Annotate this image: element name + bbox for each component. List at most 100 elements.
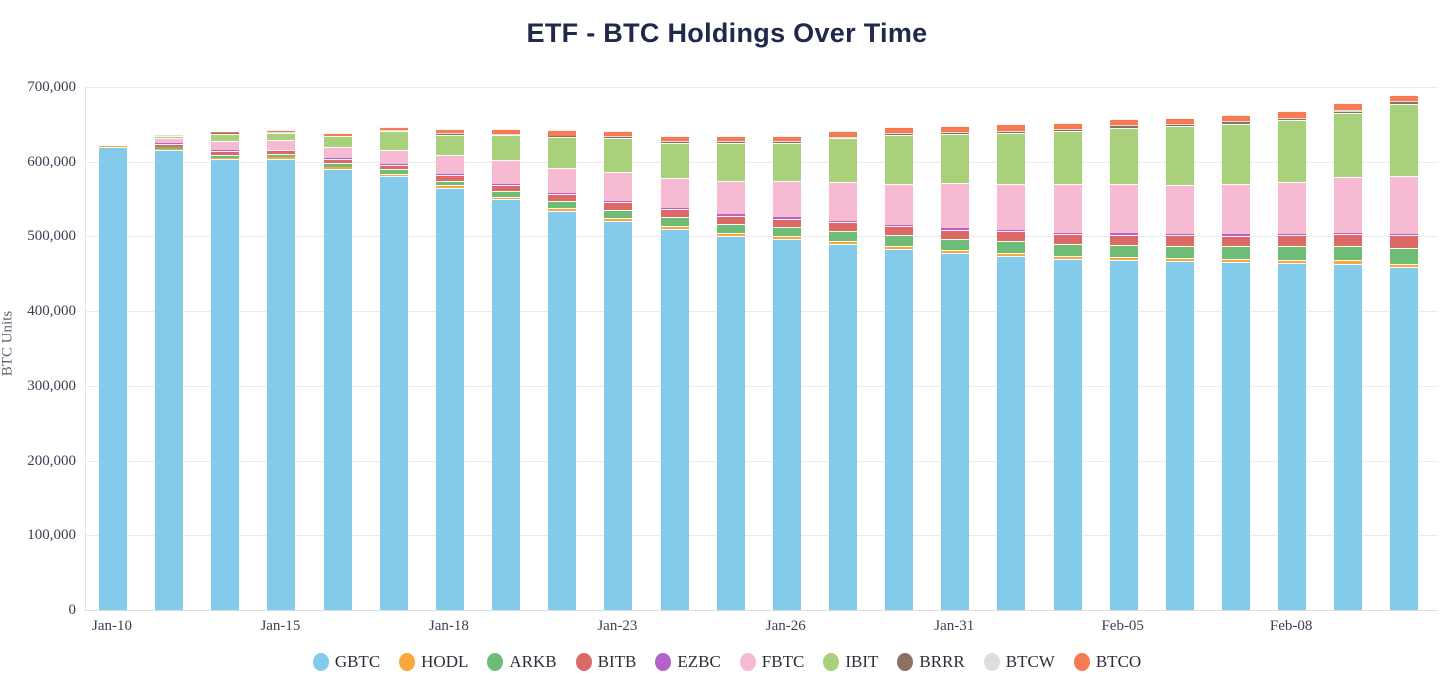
segment-GBTC[interactable] bbox=[267, 159, 296, 610]
segment-HODL[interactable] bbox=[435, 185, 464, 188]
segment-BITB[interactable] bbox=[941, 229, 970, 239]
bar-Feb-06[interactable] bbox=[1165, 117, 1194, 610]
segment-BITB[interactable] bbox=[660, 209, 689, 217]
segment-BITB[interactable] bbox=[604, 202, 633, 210]
segment-GBTC[interactable] bbox=[1390, 267, 1419, 610]
segment-IBIT[interactable] bbox=[660, 142, 689, 178]
segment-BTCO[interactable] bbox=[379, 127, 408, 131]
segment-BRRR[interactable] bbox=[885, 134, 914, 136]
segment-IBIT[interactable] bbox=[435, 134, 464, 156]
segment-GBTC[interactable] bbox=[828, 244, 857, 610]
segment-BTCW[interactable] bbox=[885, 133, 914, 135]
segment-EZBC[interactable] bbox=[828, 220, 857, 223]
segment-EZBC[interactable] bbox=[1278, 233, 1307, 236]
legend-item-BITB[interactable]: BITB bbox=[575, 652, 636, 672]
segment-HODL[interactable] bbox=[548, 208, 577, 211]
segment-ARKB[interactable] bbox=[997, 240, 1026, 253]
legend-item-HODL[interactable]: HODL bbox=[399, 652, 468, 672]
segment-BITB[interactable] bbox=[379, 164, 408, 170]
segment-BRRR[interactable] bbox=[492, 134, 521, 136]
bar-Jan-10[interactable] bbox=[99, 145, 127, 610]
segment-BTCW[interactable] bbox=[660, 141, 689, 142]
segment-GBTC[interactable] bbox=[660, 228, 689, 610]
segment-BRRR[interactable] bbox=[772, 142, 801, 144]
segment-EZBC[interactable] bbox=[435, 174, 464, 176]
segment-IBIT[interactable] bbox=[1109, 127, 1138, 185]
segment-GBTC[interactable] bbox=[716, 235, 745, 610]
segment-ARKB[interactable] bbox=[828, 230, 857, 242]
segment-IBIT[interactable] bbox=[211, 133, 240, 142]
bar-Jan-29[interactable] bbox=[828, 130, 857, 610]
segment-HODL[interactable] bbox=[660, 226, 689, 229]
segment-BRRR[interactable] bbox=[1222, 122, 1250, 124]
segment-BTCO[interactable] bbox=[1222, 114, 1250, 122]
segment-IBIT[interactable] bbox=[772, 143, 801, 182]
segment-BTCW[interactable] bbox=[1053, 129, 1082, 131]
segment-HODL[interactable] bbox=[323, 167, 352, 170]
segment-BITB[interactable] bbox=[997, 231, 1026, 241]
segment-FBTC[interactable] bbox=[772, 181, 801, 218]
segment-ARKB[interactable] bbox=[211, 154, 240, 158]
segment-BITB[interactable] bbox=[1278, 235, 1307, 247]
segment-BRRR[interactable] bbox=[941, 132, 970, 134]
segment-ARKB[interactable] bbox=[267, 154, 296, 158]
bar-Feb-12[interactable] bbox=[1390, 95, 1419, 610]
segment-IBIT[interactable] bbox=[828, 138, 857, 183]
segment-BTCW[interactable] bbox=[941, 132, 970, 133]
segment-GBTC[interactable] bbox=[772, 239, 801, 610]
segment-BTCO[interactable] bbox=[1165, 117, 1194, 124]
segment-ARKB[interactable] bbox=[548, 200, 577, 209]
segment-FBTC[interactable] bbox=[1109, 184, 1138, 234]
segment-HODL[interactable] bbox=[1278, 259, 1307, 263]
segment-IBIT[interactable] bbox=[1165, 125, 1194, 185]
segment-FBTC[interactable] bbox=[660, 177, 689, 208]
legend-item-IBIT[interactable]: IBIT bbox=[823, 652, 878, 672]
segment-BTCW[interactable] bbox=[1109, 125, 1138, 127]
bar-Jan-15[interactable] bbox=[267, 130, 296, 610]
segment-FBTC[interactable] bbox=[435, 155, 464, 175]
segment-IBIT[interactable] bbox=[941, 133, 970, 184]
segment-BRRR[interactable] bbox=[716, 142, 745, 144]
segment-EZBC[interactable] bbox=[716, 214, 745, 216]
segment-BTCW[interactable] bbox=[772, 141, 801, 143]
segment-GBTC[interactable] bbox=[323, 169, 352, 610]
segment-BRRR[interactable] bbox=[604, 137, 633, 138]
segment-HODL[interactable] bbox=[1390, 263, 1419, 268]
segment-ARKB[interactable] bbox=[1053, 243, 1082, 257]
segment-HODL[interactable] bbox=[772, 236, 801, 240]
segment-EZBC[interactable] bbox=[772, 217, 801, 219]
segment-ARKB[interactable] bbox=[1109, 244, 1138, 258]
segment-BITB[interactable] bbox=[1222, 235, 1250, 247]
segment-ARKB[interactable] bbox=[435, 180, 464, 186]
segment-IBIT[interactable] bbox=[885, 135, 914, 185]
segment-BTCW[interactable] bbox=[1165, 123, 1194, 125]
segment-BTCO[interactable] bbox=[885, 127, 914, 134]
segment-BTCO[interactable] bbox=[548, 130, 577, 136]
segment-FBTC[interactable] bbox=[1278, 181, 1307, 234]
segment-ARKB[interactable] bbox=[604, 209, 633, 218]
segment-ARKB[interactable] bbox=[155, 146, 184, 149]
segment-BTCW[interactable] bbox=[604, 136, 633, 138]
segment-EZBC[interactable] bbox=[1334, 232, 1363, 235]
segment-FBTC[interactable] bbox=[941, 183, 970, 229]
segment-GBTC[interactable] bbox=[155, 149, 184, 610]
segment-FBTC[interactable] bbox=[548, 167, 577, 193]
segment-ARKB[interactable] bbox=[716, 223, 745, 234]
segment-BRRR[interactable] bbox=[548, 136, 577, 137]
segment-EZBC[interactable] bbox=[1053, 232, 1082, 235]
bar-Jan-12[interactable] bbox=[211, 132, 240, 610]
legend-item-FBTC[interactable]: FBTC bbox=[739, 652, 804, 672]
segment-FBTC[interactable] bbox=[1165, 184, 1194, 234]
segment-GBTC[interactable] bbox=[1165, 261, 1194, 610]
segment-EZBC[interactable] bbox=[267, 149, 296, 151]
segment-EZBC[interactable] bbox=[548, 192, 577, 195]
segment-BTCW[interactable] bbox=[1390, 101, 1419, 103]
segment-IBIT[interactable] bbox=[267, 132, 296, 141]
segment-HODL[interactable] bbox=[155, 148, 184, 150]
bar-Jan-23[interactable] bbox=[604, 131, 633, 610]
segment-EZBC[interactable] bbox=[941, 228, 970, 230]
segment-FBTC[interactable] bbox=[1390, 175, 1419, 234]
segment-ARKB[interactable] bbox=[1390, 247, 1419, 264]
segment-EZBC[interactable] bbox=[997, 229, 1026, 232]
segment-FBTC[interactable] bbox=[885, 184, 914, 225]
